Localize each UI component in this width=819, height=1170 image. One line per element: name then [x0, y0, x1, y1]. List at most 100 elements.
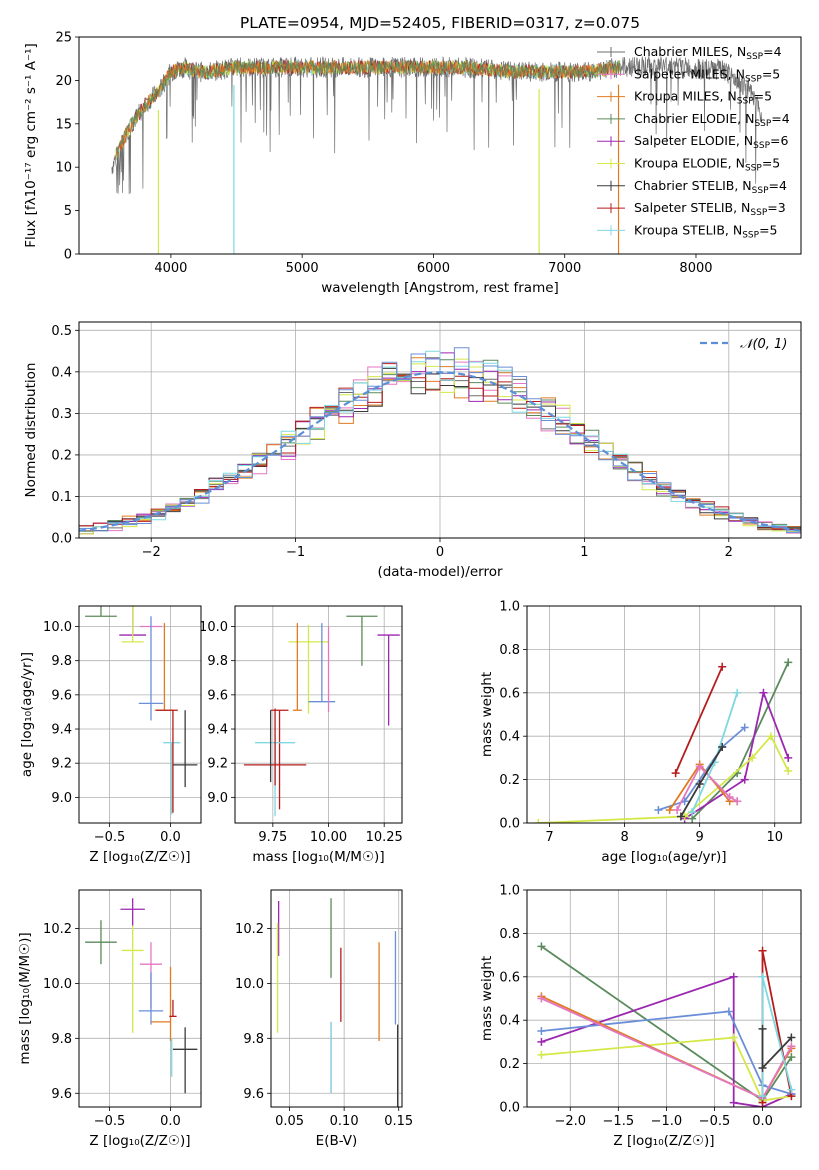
weight-series-line: [684, 689, 790, 820]
weight-marker: [766, 732, 775, 741]
y-tick-label: 20: [55, 74, 72, 89]
weight-marker: [787, 1042, 796, 1051]
spectrum-title: PLATE=0954, MJD=52405, FIBERID=0317, z=0…: [240, 14, 640, 32]
weight-series-line: [676, 765, 738, 811]
legend-entry: Kroupa MILES, NSSP=5: [634, 89, 772, 107]
age_vs_weight-ylabel: mass weight: [479, 672, 495, 757]
weight-marker: [537, 1037, 546, 1046]
age_vs_weight-grid: [527, 605, 801, 824]
legend-entry: Chabrier MILES, NSSP=4: [634, 44, 782, 62]
z_vs_mass-xlabel: Z [log₁₀(Z/Z☉)]: [89, 1133, 190, 1149]
weight-marker: [748, 753, 757, 762]
spectrum-ylabel: Flux [fλ10⁻¹⁷ erg cm⁻² s⁻¹ A⁻¹]: [23, 43, 39, 248]
weight-marker: [537, 942, 546, 951]
y-tick-label: 1.0: [499, 884, 520, 899]
weight-marker: [695, 779, 704, 788]
weight-marker: [758, 1024, 767, 1033]
age_vs_weight-xlabel: age [log₁₀(age/yr)]: [601, 849, 726, 865]
legend-entry: Salpeter MILES, NSSP=5: [634, 66, 780, 84]
z_vs_age-axes: −0.5 0.0 9.0 9.2 9.4 9.6 9.8 10.0 Z [log₁₀(Z/Z☉)…: [19, 606, 201, 865]
weight-marker: [729, 1098, 738, 1107]
weight-marker: [787, 1053, 796, 1062]
x-tick-label: 0.0: [160, 830, 181, 845]
x-tick-label: 8: [620, 830, 628, 845]
weight-series-line: [541, 1036, 792, 1102]
x-tick-label: 7000: [548, 261, 581, 276]
weight-marker: [787, 1085, 796, 1094]
weight-series-line: [680, 746, 723, 817]
y-tick-label: 0.4: [51, 365, 72, 380]
errorbar-point: [121, 606, 144, 643]
y-tick-label: 25: [55, 31, 72, 46]
x-tick-label: 7: [545, 830, 553, 845]
residual-histogram-step: [79, 347, 801, 538]
weight-marker: [688, 808, 697, 817]
y-tick-label: 5: [64, 204, 72, 219]
y-tick-label: 0.1: [51, 490, 72, 505]
errorbar-point: [172, 1027, 198, 1094]
y-tick-label: 0.2: [499, 773, 520, 788]
x-tick-label: 0.10: [330, 1114, 359, 1129]
x-tick-label: 9.75: [258, 830, 287, 845]
y-tick-label: 10: [55, 161, 72, 176]
errorbar-point: [377, 634, 400, 726]
x-tick-label: 0.05: [275, 1114, 304, 1129]
weight-marker: [729, 1033, 738, 1042]
weight-marker: [725, 792, 734, 801]
weight-marker: [695, 762, 704, 771]
errorbar-point: [154, 623, 175, 711]
spectrum-observed-line: [111, 55, 762, 195]
age_vs_weight-series: [534, 658, 793, 823]
x-tick-label: −1: [286, 545, 305, 560]
gaussian-legend-label: 𝒩(0, 1): [740, 337, 787, 352]
y-tick-label: 9.6: [51, 1087, 72, 1102]
y-tick-label: 1.0: [499, 600, 520, 615]
y-tick-label: 9.6: [51, 688, 72, 703]
z_vs_age-points: [85, 606, 198, 815]
x-tick-label: 8000: [679, 261, 712, 276]
residuals-ylabel: Normed distribution: [23, 363, 39, 498]
x-tick-label: 9: [696, 830, 704, 845]
spectrum-lines: [111, 55, 762, 254]
weight-marker: [718, 743, 727, 752]
y-tick-label: 0.0: [499, 1101, 520, 1116]
x-tick-label: 0.0: [160, 1114, 181, 1129]
errorbar-point: [85, 920, 117, 965]
z_vs_age-grid: [79, 606, 201, 823]
ebv_vs_mass-xlabel: E(B-V): [316, 1133, 358, 1149]
errorbar-point: [85, 606, 117, 617]
weight-series-line: [674, 666, 724, 774]
weight-marker: [758, 946, 767, 955]
y-tick-label: 0.3: [51, 407, 72, 422]
errorbar-point: [308, 623, 336, 703]
y-tick-label: 10.0: [199, 620, 228, 635]
mass_vs_age-points: [243, 615, 400, 817]
x-tick-label: −1.5: [603, 1114, 635, 1129]
errorbar-point: [138, 972, 164, 1025]
ebv_vs_mass-points: [276, 898, 399, 1107]
ebv_vs_mass-frame: [270, 889, 403, 1108]
age_vs_weight-axes: 7 8 9 10 0.0 0.2 0.4 0.6 0.8 1.0 age [log₁₀(age/yr…: [479, 600, 801, 865]
y-tick-label: 10.2: [235, 922, 264, 937]
weight-marker: [740, 775, 749, 784]
weight-marker: [537, 1027, 546, 1036]
z_vs_weight-grid: [527, 889, 801, 1108]
weight-marker: [676, 812, 685, 821]
x-tick-label: −2.0: [554, 1114, 586, 1129]
y-tick-label: 0.2: [51, 448, 72, 463]
legend-entry: Salpeter ELODIE, NSSP=6: [634, 133, 789, 151]
y-tick-label: 0.5: [51, 324, 72, 339]
y-tick-label: 9.8: [51, 654, 72, 669]
x-tick-label: 10.25: [366, 830, 403, 845]
z_vs_weight-frame: [526, 889, 802, 1108]
weight-marker: [673, 805, 682, 814]
y-tick-label: 0.6: [499, 970, 520, 985]
z_vs_mass-axes: −0.5 0.0 9.6 9.8 10.0 10.2 Z [log₁₀(Z/Z☉)] mass…: [17, 890, 201, 1149]
y-tick-label: 9.8: [243, 1032, 264, 1047]
y-tick-label: 0.8: [499, 643, 520, 658]
weight-series-line: [541, 1010, 792, 1095]
legend-entry: Chabrier ELODIE, NSSP=4: [634, 111, 790, 129]
y-tick-label: 10.0: [235, 977, 264, 992]
x-tick-label: 10.00: [310, 830, 347, 845]
weight-marker: [784, 658, 793, 667]
